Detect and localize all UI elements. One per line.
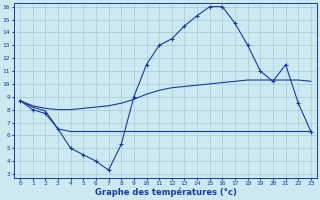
X-axis label: Graphe des températures (°c): Graphe des températures (°c): [94, 188, 236, 197]
